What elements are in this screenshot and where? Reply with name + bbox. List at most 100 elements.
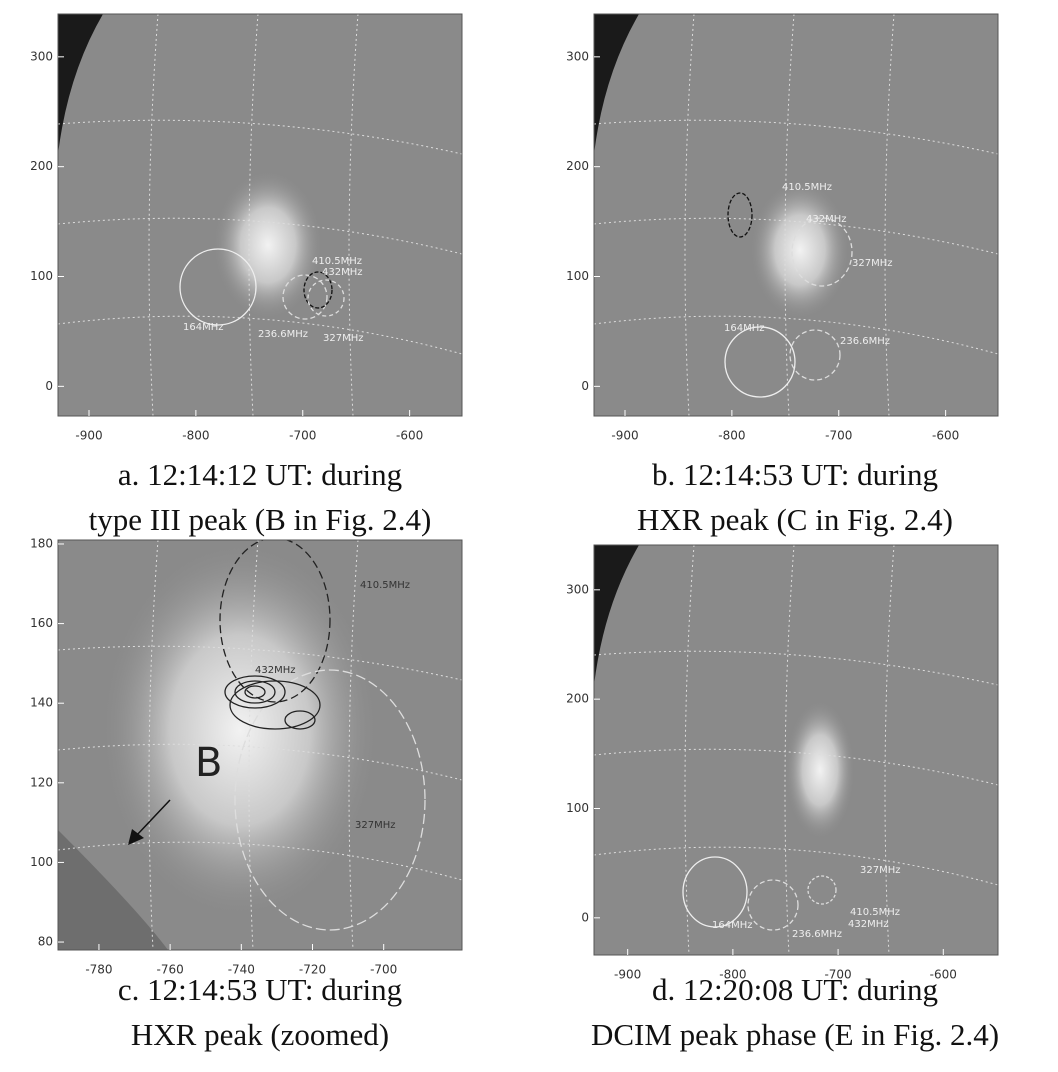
y-tick-label: 80 [38,935,53,949]
y-tick-label: 200 [30,159,53,173]
y-tick-label: 200 [566,692,589,706]
contour [789,329,841,381]
y-tick-label: 300 [30,49,53,63]
x-tick-label: -700 [370,963,397,977]
coord-grid [884,545,895,955]
contour-label: 327MHz [852,258,892,269]
coord-grid [784,545,795,955]
coord-grid [348,14,359,416]
coord-grid [594,846,998,886]
coord-grid [248,540,259,950]
y-tick-label: 300 [566,49,589,63]
y-tick-label: 200 [566,159,589,173]
x-tick-label: -760 [157,963,184,977]
frame [57,13,463,417]
contour [284,710,316,730]
panel: -900 -800 -700 -600 0 100 200 300 327MHz 410.5MHz… [566,544,999,1052]
coord-grid [58,743,462,781]
x-tick-label: -900 [614,968,641,982]
arrow-head [128,829,144,845]
coord-grid [784,14,795,416]
contour-label: 236.6MHz [840,336,890,347]
y-tick-label: 100 [30,269,53,283]
x-tick-label: -800 [182,429,209,443]
solar-image [58,14,462,416]
coord-grid [58,315,462,355]
panel: -900 -800 -700 -600 0 100 200 300 410.5MHz 432MHz… [566,13,999,537]
coord-grid [594,650,998,686]
contour-label: 432MHz [322,267,362,278]
x-tick-label: -600 [396,429,423,443]
contour-label: 327MHz [323,333,363,344]
bright-region [750,180,850,320]
bright-region [785,700,855,840]
caption: b. 12:14:53 UT: during [652,457,938,492]
contour [234,669,426,931]
limb-space [58,14,103,154]
contour [682,856,748,928]
contour [224,675,286,709]
y-tick-label: 0 [45,379,53,393]
x-tick-label: -800 [718,429,745,443]
bright-region [213,170,323,320]
contour [229,680,321,730]
contour [791,217,853,287]
x-tick-label: -900 [611,429,638,443]
contour [244,685,266,699]
contour-label: 236.6MHz [792,929,842,940]
caption: HXR peak (zoomed) [131,1017,389,1052]
contour-label: 410.5MHz [312,256,362,267]
x-tick-label: -700 [825,429,852,443]
contour-label: 432MHz [848,919,888,930]
coord-grid [58,119,462,155]
frame [57,539,463,951]
contour [303,271,333,309]
y-tick-label: 100 [30,855,53,869]
y-tick-label: 120 [30,775,53,789]
contour-label: 327MHz [860,865,900,876]
solar-image [594,14,998,416]
x-tick-label: -740 [228,963,255,977]
contour [307,279,345,317]
contour-label: 327MHz [355,820,395,831]
coord-grid [594,315,998,355]
y-tick-label: 0 [581,910,589,924]
contour-label: 410.5MHz [360,580,410,591]
contour-label: 164MHz [712,920,752,931]
coord-grid [348,540,359,950]
coord-grid [594,217,998,255]
coord-grid [58,841,462,881]
contour-label: 410.5MHz [850,907,900,918]
x-tick-label: -780 [85,963,112,977]
contour [179,248,257,326]
coord-grid [884,14,895,416]
contour-label: 164MHz [183,322,223,333]
x-tick-label: -600 [932,429,959,443]
caption: a. 12:14:12 UT: during [118,457,402,492]
contour [807,875,837,905]
contour-label: 236.6MHz [258,329,308,340]
coord-grid [684,14,695,416]
contour-label: 432MHz [255,665,295,676]
caption: c. 12:14:53 UT: during [118,972,402,1007]
coord-grid [248,14,259,416]
dark-region [58,830,168,950]
contour [219,540,331,703]
coord-grid [594,748,998,786]
x-tick-label: -600 [930,968,957,982]
contour [234,680,276,704]
y-tick-label: 180 [30,536,53,550]
coord-grid [58,645,462,681]
region-label: B [195,740,222,786]
frame [593,544,999,956]
contour-label: 410.5MHz [782,182,832,193]
x-tick-label: -800 [719,968,746,982]
limb-space [594,14,639,154]
contour [747,879,799,931]
caption: type III peak (B in Fig. 2.4) [89,502,432,537]
frame [593,13,999,417]
contour-label: 432MHz [806,214,846,225]
x-tick-label: -700 [289,429,316,443]
coord-grid [58,217,462,255]
